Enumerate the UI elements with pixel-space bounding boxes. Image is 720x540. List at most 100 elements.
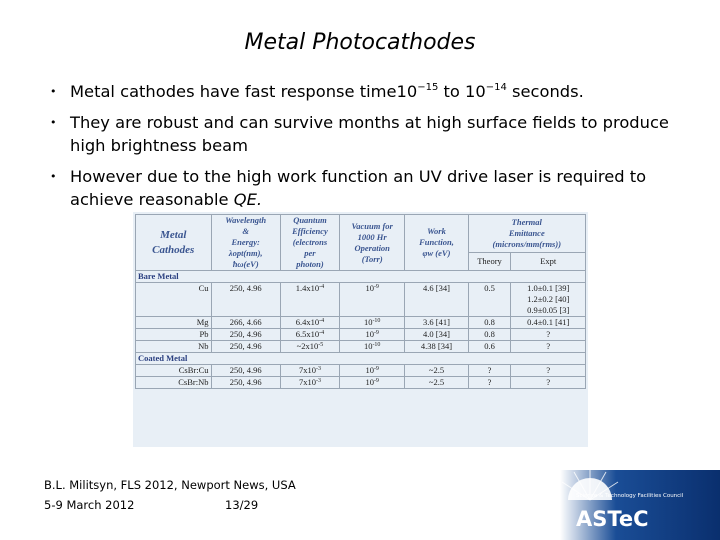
cell-text: Cu	[198, 283, 209, 293]
cell-text: 3.6 [41]	[423, 317, 450, 327]
cell-text: ~2.5	[428, 377, 445, 387]
table: Metal Cathodes Wavelength & Energy: λopt(nm),…	[135, 213, 587, 389]
bullet-text: Metal cathodes have fast response time10	[70, 82, 418, 101]
exponent: -4	[319, 284, 325, 290]
cell-text: CsBr:Cu	[178, 365, 209, 375]
cell-line: Work	[427, 226, 446, 236]
cell-text: Pb	[199, 329, 209, 339]
cell-line: Quantum	[293, 215, 327, 225]
cell-text: ~2.5	[428, 365, 445, 375]
exponent: -3	[315, 366, 321, 372]
section-cell: Bare Metal	[135, 270, 586, 283]
cell-text: Mg	[196, 317, 209, 327]
table-row: Nb 250, 4.96 ~2x10-5 10-10 4.38 [34] 0.6?	[135, 340, 586, 353]
cell-line: 1000 Hr	[357, 231, 387, 242]
table-cell: 0.8	[467, 328, 512, 341]
cell-text: 0.8	[484, 317, 495, 327]
table-cell: CsBr:Cu	[135, 364, 212, 377]
table-cell: 250, 4.96	[210, 282, 281, 317]
bullet-list: Metal cathodes have fast response time10…	[48, 80, 698, 219]
cell-line: φw (eV)	[422, 248, 451, 258]
cell-text: 4.6 [34]	[423, 283, 450, 293]
cell-text: 6.5x10	[295, 329, 320, 339]
table-cell: ?	[510, 364, 586, 377]
table-row: Pb 250, 4.96 6.5x10-4 10-9 4.0 [34] 0.8?	[135, 328, 586, 341]
cell-text: ?	[546, 341, 551, 351]
footer-date: 5-9 March 2012	[44, 498, 135, 512]
cell-line: (microns/mm(rms))	[492, 239, 562, 250]
exponent: -5	[318, 342, 324, 348]
cell-text: ?	[546, 377, 551, 387]
cell-text: 7x10	[298, 377, 316, 387]
table-cell: 4.38 [34]	[404, 340, 469, 353]
subheader-cell: Theory	[467, 252, 512, 271]
cell-line: Efficiency	[292, 226, 328, 236]
exponent: -9	[373, 366, 379, 372]
cell-text: 4.0 [34]	[423, 329, 450, 339]
cell-line: ħω(eV)	[232, 259, 259, 269]
cell-line: Vacuum for	[351, 220, 393, 231]
exponent: -9	[373, 284, 379, 290]
table-cell: 10-10	[339, 340, 406, 353]
cell-text: 250, 4.96	[229, 377, 262, 387]
table-cell: 0.6	[467, 340, 512, 353]
cell-text: 10	[365, 365, 374, 375]
table-cell: 10-9	[339, 364, 406, 377]
cell-line: Metal	[160, 228, 187, 241]
table-cell: 1.0±0.1 [39] 1.2±0.2 [40] 0.9±0.05 [3]	[510, 282, 586, 317]
header-cell: Quantum Efficiency (electrons per photon)	[279, 214, 341, 271]
header-cell: Wavelength & Energy: λopt(nm), ħω(eV)	[210, 214, 281, 271]
cell-text: 1.4x10	[295, 283, 320, 293]
cell-line: (electrons	[292, 237, 328, 247]
cell-text: 10	[363, 317, 373, 327]
bullet-text: seconds.	[506, 82, 584, 101]
table-cell: Nb	[135, 340, 212, 353]
cell-text: 0.5	[484, 283, 495, 293]
table-cell: ?	[510, 376, 586, 389]
table-cell: 6.4x10-4	[279, 316, 341, 329]
logo-graphic: Science & Technology Facilities Council …	[561, 470, 684, 531]
cell-line: Operation	[354, 242, 390, 253]
cell-text: 0.8	[484, 329, 495, 339]
cell-text: Nb	[198, 341, 209, 351]
footer-page: 13/29	[225, 498, 259, 512]
table-cell: 10-10	[339, 316, 406, 329]
cell-line: Thermal	[511, 217, 542, 228]
table-row: Mg 266, 4.66 6.4x10-4 10-10 3.6 [41] 0.8 0.4±0…	[135, 316, 586, 329]
table-cell: 7x10-3	[279, 376, 341, 389]
table-cell: Pb	[135, 328, 212, 341]
table-cell: 266, 4.66	[210, 316, 281, 329]
table-cell: 10-9	[339, 328, 406, 341]
cell-text: 250, 4.96	[229, 329, 262, 339]
superscript: −15	[417, 82, 439, 93]
table-cell: 250, 4.96	[210, 376, 281, 389]
cell-text: 6.4x10	[295, 317, 320, 327]
cell-line: 1.0±0.1 [39]	[527, 283, 570, 293]
exponent: -10	[372, 342, 381, 348]
exponent: -4	[319, 330, 325, 336]
cell-text: 0.4±0.1 [41]	[527, 317, 570, 327]
cell-text: 266, 4.66	[229, 317, 262, 327]
logo-council: Science & Technology Facilities Council	[576, 493, 684, 499]
table-cell: 10-9	[339, 376, 406, 389]
exponent: -9	[373, 330, 379, 336]
header-row: Metal Cathodes Wavelength & Energy: λopt(nm),…	[135, 213, 587, 271]
table-cell: ?	[510, 340, 586, 353]
cell-line: (Torr)	[361, 253, 383, 264]
superscript: −14	[485, 82, 507, 93]
cell-text: ?	[546, 365, 551, 375]
bullet: They are robust and can survive months a…	[48, 111, 698, 157]
cell-text: 10	[365, 283, 374, 293]
cell-text: 7x10	[298, 365, 316, 375]
table-cell: Cu	[135, 282, 212, 317]
cell-line: λopt(nm),	[228, 248, 263, 258]
bullet: Metal cathodes have fast response time10…	[48, 80, 698, 103]
logo-rays	[561, 470, 619, 501]
header-cell: Work Function, φw (eV)	[404, 214, 469, 271]
table-cell: ?	[467, 376, 512, 389]
table-cell: ~2.5	[404, 364, 469, 377]
table-cell: ~2x10-5	[279, 340, 341, 353]
table-cell: 0.8	[467, 316, 512, 329]
cell-line: Function,	[419, 237, 454, 247]
